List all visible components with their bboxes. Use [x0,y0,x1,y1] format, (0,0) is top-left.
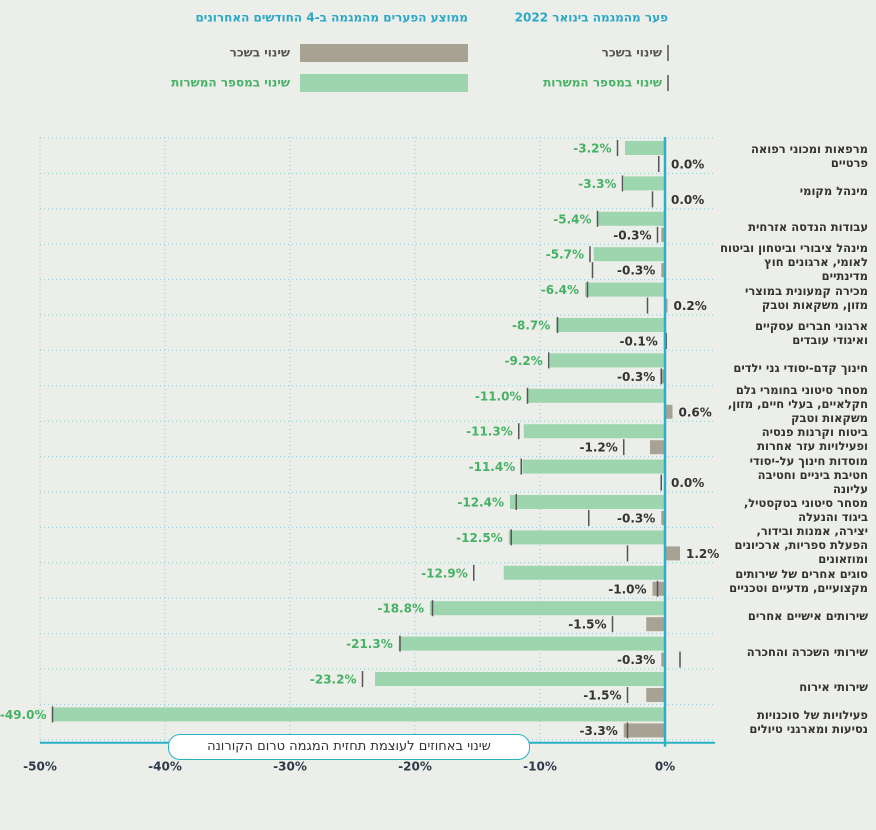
value-label: -18.8% [377,602,424,616]
value-label: -5.4% [553,212,591,226]
value-label: -23.2% [310,673,357,687]
category-label: חינוך קדם-יסודי גני ילדים [733,361,868,376]
legend-title: ממוצע הפערים מהמגמה ב-4 החודשים האחרונים [195,11,468,25]
value-label: 0.6% [679,405,712,419]
value-label: 1.2% [686,547,719,561]
bar [650,440,665,455]
x-tick-label: -20% [398,759,432,773]
bar [503,565,665,580]
legend-swatch [300,74,468,92]
value-label: -0.1% [619,335,657,349]
legend-swatch [300,44,468,62]
value-label: -6.4% [541,283,579,297]
category-label: שירותים אישיים אחרים [747,609,868,624]
category-label: פעילויות של סוכנויות נסיעות ומארגני טיול… [749,708,868,737]
category-label: שירותי השכרה והחכרה [746,644,868,659]
legend-label: שינוי במספר המשרות [171,76,290,90]
bar [661,369,665,384]
bar [661,263,665,278]
bar [523,424,665,439]
value-label: -21.3% [346,637,393,651]
category-label: מכירה קמעונית במוצרי מזון, משקאות וטבק [744,283,868,312]
value-label: -0.3% [617,512,655,526]
bar [593,247,665,262]
legend-label: שינוי בשכר [230,46,290,60]
bar [430,601,665,616]
x-tick-label: 0% [655,759,675,773]
bar [661,511,665,525]
value-label: -11.0% [475,389,522,403]
category-label: מינהל ציבורי וביטחון וביטוח לאומי, ארגונ… [720,241,868,284]
category-label: ארגוני חברים עסקיים ואיגודי עובדים [755,319,868,347]
value-label: -11.4% [469,460,516,474]
legend-label: שינוי בשכר [602,46,662,60]
value-label: 0.0% [671,193,704,207]
value-label: -3.3% [578,177,616,191]
bar [508,530,665,545]
value-label: -3.2% [573,142,611,156]
x-tick-label: -50% [23,759,57,773]
value-label: -0.3% [617,370,655,384]
bar [661,652,665,667]
value-label: -12.9% [421,566,468,580]
bar [375,672,665,686]
category-label: שירותי אירוח [799,680,868,694]
value-label: -9.2% [504,354,542,368]
legend-title: פער מהמגמה בינואר 2022 [515,11,668,25]
value-label: -8.7% [512,319,550,333]
value-label: 0.0% [671,476,704,490]
value-label: -0.3% [613,228,651,242]
value-label: -1.2% [579,441,617,455]
bar [510,495,665,509]
value-label: -11.3% [466,425,513,439]
value-label: -0.3% [617,264,655,278]
bar [652,581,665,596]
bar [646,617,665,632]
x-axis-label: שינוי באחוזים לעוצמת תחזית המגמה טרום הק… [168,734,530,760]
x-tick-label: -10% [523,759,557,773]
bar [646,688,665,702]
legend-label: שינוי במספר המשרות [543,76,662,90]
x-tick-label: -40% [148,759,182,773]
bar [585,282,665,297]
value-label: 0.0% [671,158,704,172]
value-label: 0.2% [674,299,707,313]
category-label: ביטוח וקרנות פנסיה ופעילויות עזר אחרות [757,425,868,454]
value-label: -1.5% [583,689,621,703]
bar [556,318,665,332]
value-label: -5.7% [546,248,584,262]
category-label: מינהל מקומי [799,184,868,199]
bar [623,176,665,191]
value-label: -0.3% [617,653,655,667]
bar [527,388,665,403]
category-label: מסחר סיטוני בחומרי גלם חקלאיים, בעלי חיי… [727,382,868,425]
category-label: יצירה, אמנות ובידור, הפעלת ספריות, ארכיו… [734,524,868,567]
value-label: -1.5% [568,618,606,632]
value-label: -12.5% [456,531,503,545]
category-label: מסחר סיטוני בטקסטיל, ביגוד והנעלה [743,496,868,524]
bar [398,636,665,651]
bar [550,353,665,368]
bar [625,141,665,155]
category-label: סוגים אחרים של שירותים מקצועיים, מדעיים … [729,566,868,595]
bar [665,546,680,561]
bar [52,707,665,722]
bar [522,459,665,474]
category-label: מרפאות ומכוני רפואה פרטיים [750,142,868,170]
value-label: -1.0% [608,582,646,596]
bar [661,227,665,242]
bar [597,211,665,226]
category-label: עבודות הנדסה אזרחית [748,219,868,234]
x-tick-label: -30% [273,759,307,773]
bar [623,723,665,738]
category-label: מוסדות חינוך על-יסודי חטיבת ביניים וחטיב… [749,453,868,496]
value-label: -49.0% [0,708,47,722]
bar [665,404,673,419]
value-label: -12.4% [457,496,504,510]
value-label: -3.3% [579,724,617,738]
